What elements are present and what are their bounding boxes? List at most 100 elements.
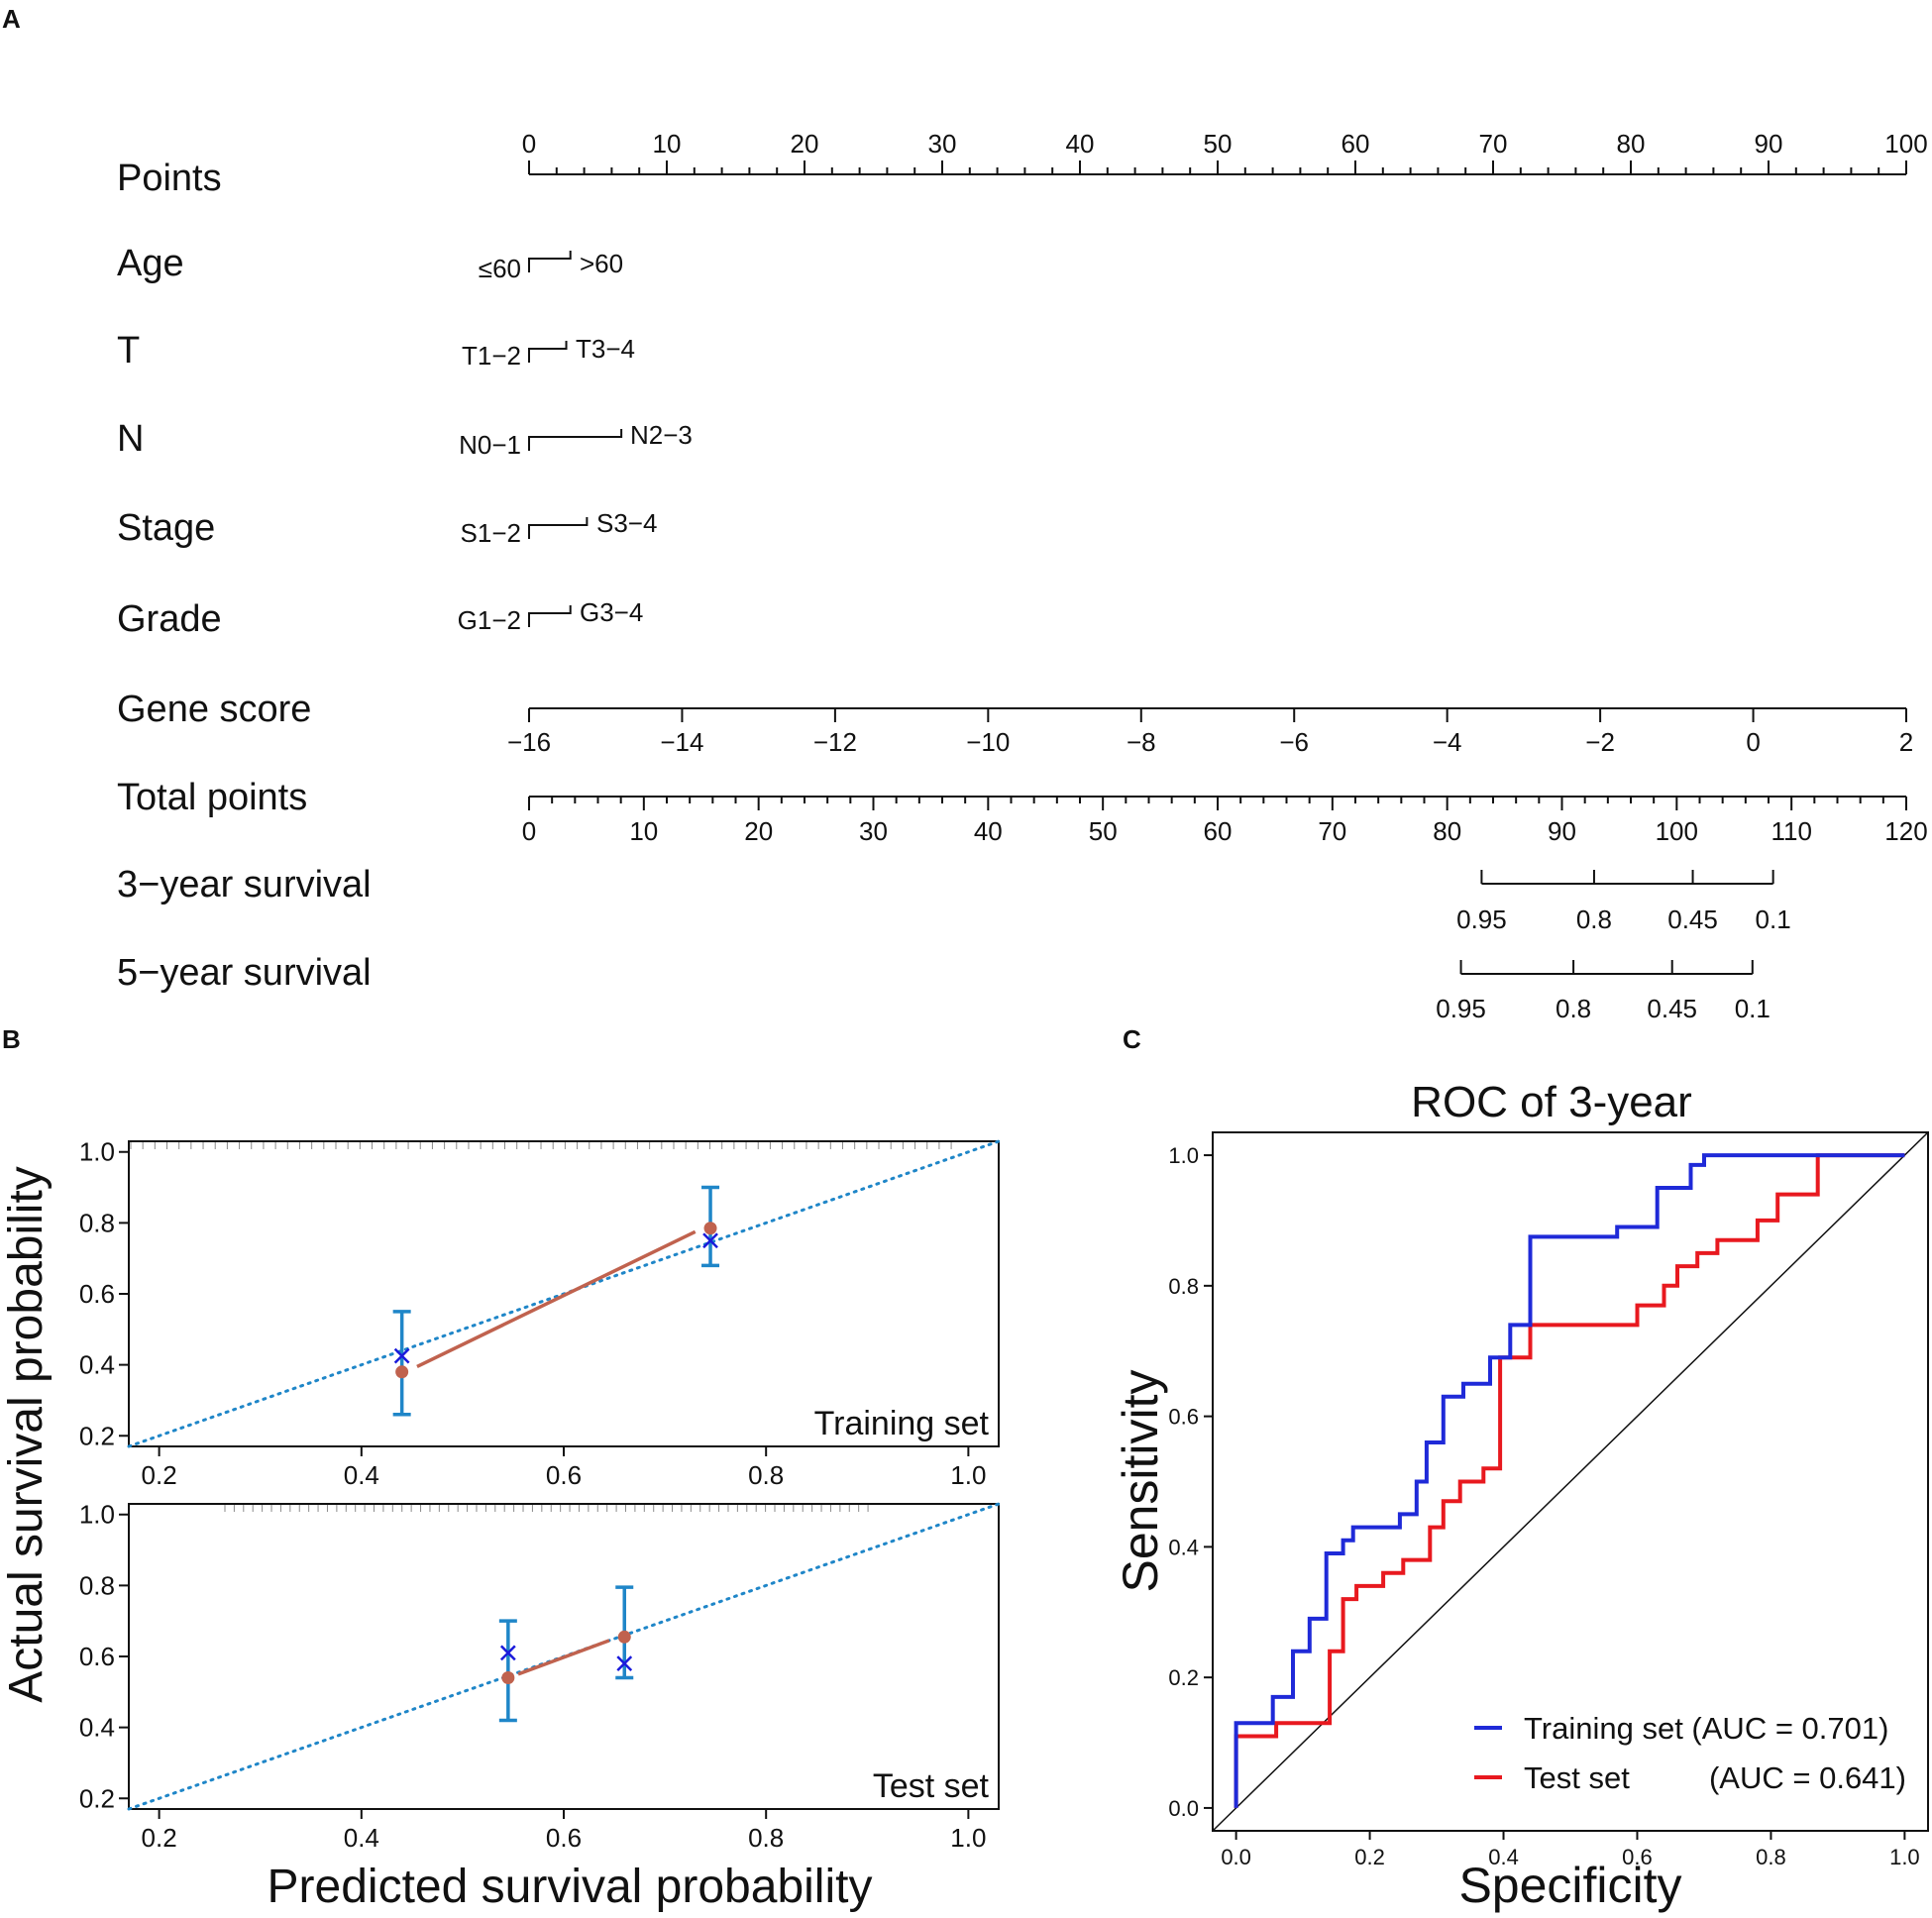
points-tick-label: 70	[1479, 129, 1508, 159]
roc-curves	[1212, 1131, 1929, 1832]
panel-c-letter: C	[1123, 1024, 1141, 1054]
gene-score-tick-label: 0	[1746, 727, 1760, 757]
calibration-test-x-tick-label: 0.6	[546, 1823, 582, 1853]
roc-x-tick-label: 1.0	[1889, 1845, 1920, 1869]
calibration-training-y-tick-label: 1.0	[79, 1137, 115, 1167]
row-label-age: Age	[117, 243, 184, 284]
roc-frame	[1212, 1131, 1929, 1832]
roc-x-axis-title: Specificity	[1458, 1858, 1681, 1913]
n-low-label: N0−1	[459, 430, 521, 460]
legend-label-training: Training set (AUC = 0.701)	[1524, 1711, 1888, 1746]
calibration-training-y-tick-label: 0.8	[79, 1208, 115, 1237]
total-points-scale: 0 10 20 30 40 50 60 70 80 90 100 110 120	[522, 796, 1928, 846]
legend-label-test-auc: (AUC = 0.641)	[1709, 1760, 1906, 1795]
row-label-grade: Grade	[117, 598, 222, 640]
calibration-training-marks	[127, 1139, 1001, 1448]
calibration-training-x-tick-label: 0.2	[142, 1460, 177, 1490]
observed-point	[617, 1630, 631, 1644]
calibration-test-rug	[224, 1505, 869, 1512]
bias-corrected-marker	[702, 1232, 718, 1249]
calibration-training-rug	[130, 1142, 952, 1149]
points-scale: 0 10 20 30 40 50 60 70 80 90 100	[522, 129, 1928, 175]
panel-a-nomogram: A Points Age T N Stage Grade Gene score …	[2, 4, 1928, 1023]
gene-score-tick-label: 2	[1899, 727, 1913, 757]
row-label-gene-score: Gene score	[117, 689, 311, 730]
total-points-tick-label: 20	[744, 816, 773, 846]
gene-score-tick-label: −4	[1433, 727, 1462, 757]
age-bracket	[528, 251, 572, 272]
observed-point	[703, 1222, 717, 1235]
calibration-x-axis-title: Predicted survival probability	[268, 1861, 873, 1913]
roc-y-axis-title: Sensitivity	[1113, 1369, 1168, 1592]
calibration-test-y-tick-label: 0.4	[79, 1713, 115, 1743]
roc-y-tick-label: 0.0	[1168, 1796, 1199, 1821]
roc-axis-ticks	[1204, 1154, 1906, 1840]
roc-title: ROC of 3-year	[1411, 1078, 1692, 1126]
points-tick-label: 60	[1342, 129, 1370, 159]
points-tick-label: 20	[791, 129, 819, 159]
calibration-training-x-tick-label: 0.4	[344, 1460, 379, 1490]
row-label-t: T	[117, 330, 140, 372]
row-label-stage: Stage	[117, 507, 215, 549]
total-points-tick-label: 90	[1548, 816, 1576, 846]
panel-b-calibration: B Actual survival probability Predicted …	[0, 1024, 1001, 1913]
gene-score-scale: −16 −14 −12 −10 −8 −6 −4 −2 0 2	[507, 707, 1913, 757]
total-points-tick-label: 0	[522, 816, 536, 846]
roc-x-tick-labels: 0.0 0.2 0.4 0.6 0.8 1.0	[1221, 1845, 1919, 1869]
calibration-fit-line	[416, 1229, 697, 1368]
survival-3yr-tick-label: 0.1	[1756, 905, 1791, 934]
calibration-training-x-tick-label: 0.6	[546, 1460, 582, 1490]
points-tick-label: 90	[1755, 129, 1783, 159]
calibration-fit-line	[517, 1639, 610, 1676]
roc-x-tick-label: 0.2	[1354, 1845, 1385, 1869]
t-bracket	[528, 341, 568, 363]
total-points-tick-label: 30	[859, 816, 888, 846]
n-high-label: N2−3	[630, 420, 693, 450]
calibration-training-y-tick-labels: 0.2 0.4 0.6 0.8 1.0	[79, 1137, 115, 1451]
roc-x-tick-label: 0.8	[1756, 1845, 1786, 1869]
survival-3yr-tick-label: 0.95	[1456, 905, 1507, 934]
stage-bracket	[528, 517, 589, 539]
row-label-points: Points	[117, 158, 222, 199]
calibration-training-x-tick-label: 0.8	[748, 1460, 784, 1490]
n-scale: N0−1 N2−3	[459, 420, 693, 460]
bias-corrected-marker	[393, 1347, 410, 1364]
calibration-training-x-tick-label: 1.0	[950, 1460, 986, 1490]
age-low-label: ≤60	[479, 254, 521, 283]
calibration-training-x-tick-labels: 0.2 0.4 0.6 0.8 1.0	[142, 1460, 987, 1490]
calibration-test-x-tick-labels: 0.2 0.4 0.6 0.8 1.0	[142, 1823, 987, 1853]
total-points-tick-label: 120	[1884, 816, 1927, 846]
age-high-label: >60	[580, 249, 623, 278]
points-tick-labels: 0 10 20 30 40 50 60 70 80 90 100	[522, 129, 1928, 159]
total-points-tick-label: 10	[629, 816, 658, 846]
total-points-tick-labels: 0 10 20 30 40 50 60 70 80 90 100 110 120	[522, 816, 1928, 846]
total-points-ticks	[528, 797, 1907, 810]
grade-high-label: G3−4	[580, 597, 643, 627]
gene-score-tick-labels: −16 −14 −12 −10 −8 −6 −4 −2 0 2	[507, 727, 1913, 757]
survival-3yr-scale: 0.95 0.8 0.45 0.1	[1456, 870, 1791, 934]
points-tick-label: 40	[1066, 129, 1095, 159]
points-tick-label: 0	[522, 129, 536, 159]
points-tick-label: 50	[1204, 129, 1233, 159]
points-tick-label: 100	[1884, 129, 1927, 159]
calibration-test-y-tick-labels: 0.2 0.4 0.6 0.8 1.0	[79, 1500, 115, 1814]
roc-y-tick-label: 0.4	[1168, 1535, 1199, 1559]
roc-x-tick-label: 0.4	[1488, 1845, 1519, 1869]
stage-low-label: S1−2	[461, 518, 521, 548]
n-bracket	[528, 429, 623, 451]
row-label-5yr-survival: 5−year survival	[117, 952, 372, 994]
calibration-test-y-tick-label: 0.2	[79, 1783, 115, 1813]
roc-y-tick-label: 1.0	[1168, 1143, 1199, 1168]
calibration-test-y-tick-label: 0.6	[79, 1642, 115, 1671]
age-scale: ≤60 >60	[479, 249, 623, 283]
roc-y-tick-label: 0.6	[1168, 1405, 1199, 1430]
calibration-test-axis-ticks	[119, 1513, 970, 1819]
stage-scale: S1−2 S3−4	[461, 508, 658, 548]
total-points-tick-label: 100	[1656, 816, 1698, 846]
survival-3yr-ticks	[1480, 870, 1774, 884]
survival-5yr-scale: 0.95 0.8 0.45 0.1	[1436, 960, 1771, 1023]
total-points-tick-label: 110	[1771, 816, 1811, 846]
total-points-tick-label: 50	[1089, 816, 1118, 846]
calibration-test-x-tick-label: 0.4	[344, 1823, 379, 1853]
